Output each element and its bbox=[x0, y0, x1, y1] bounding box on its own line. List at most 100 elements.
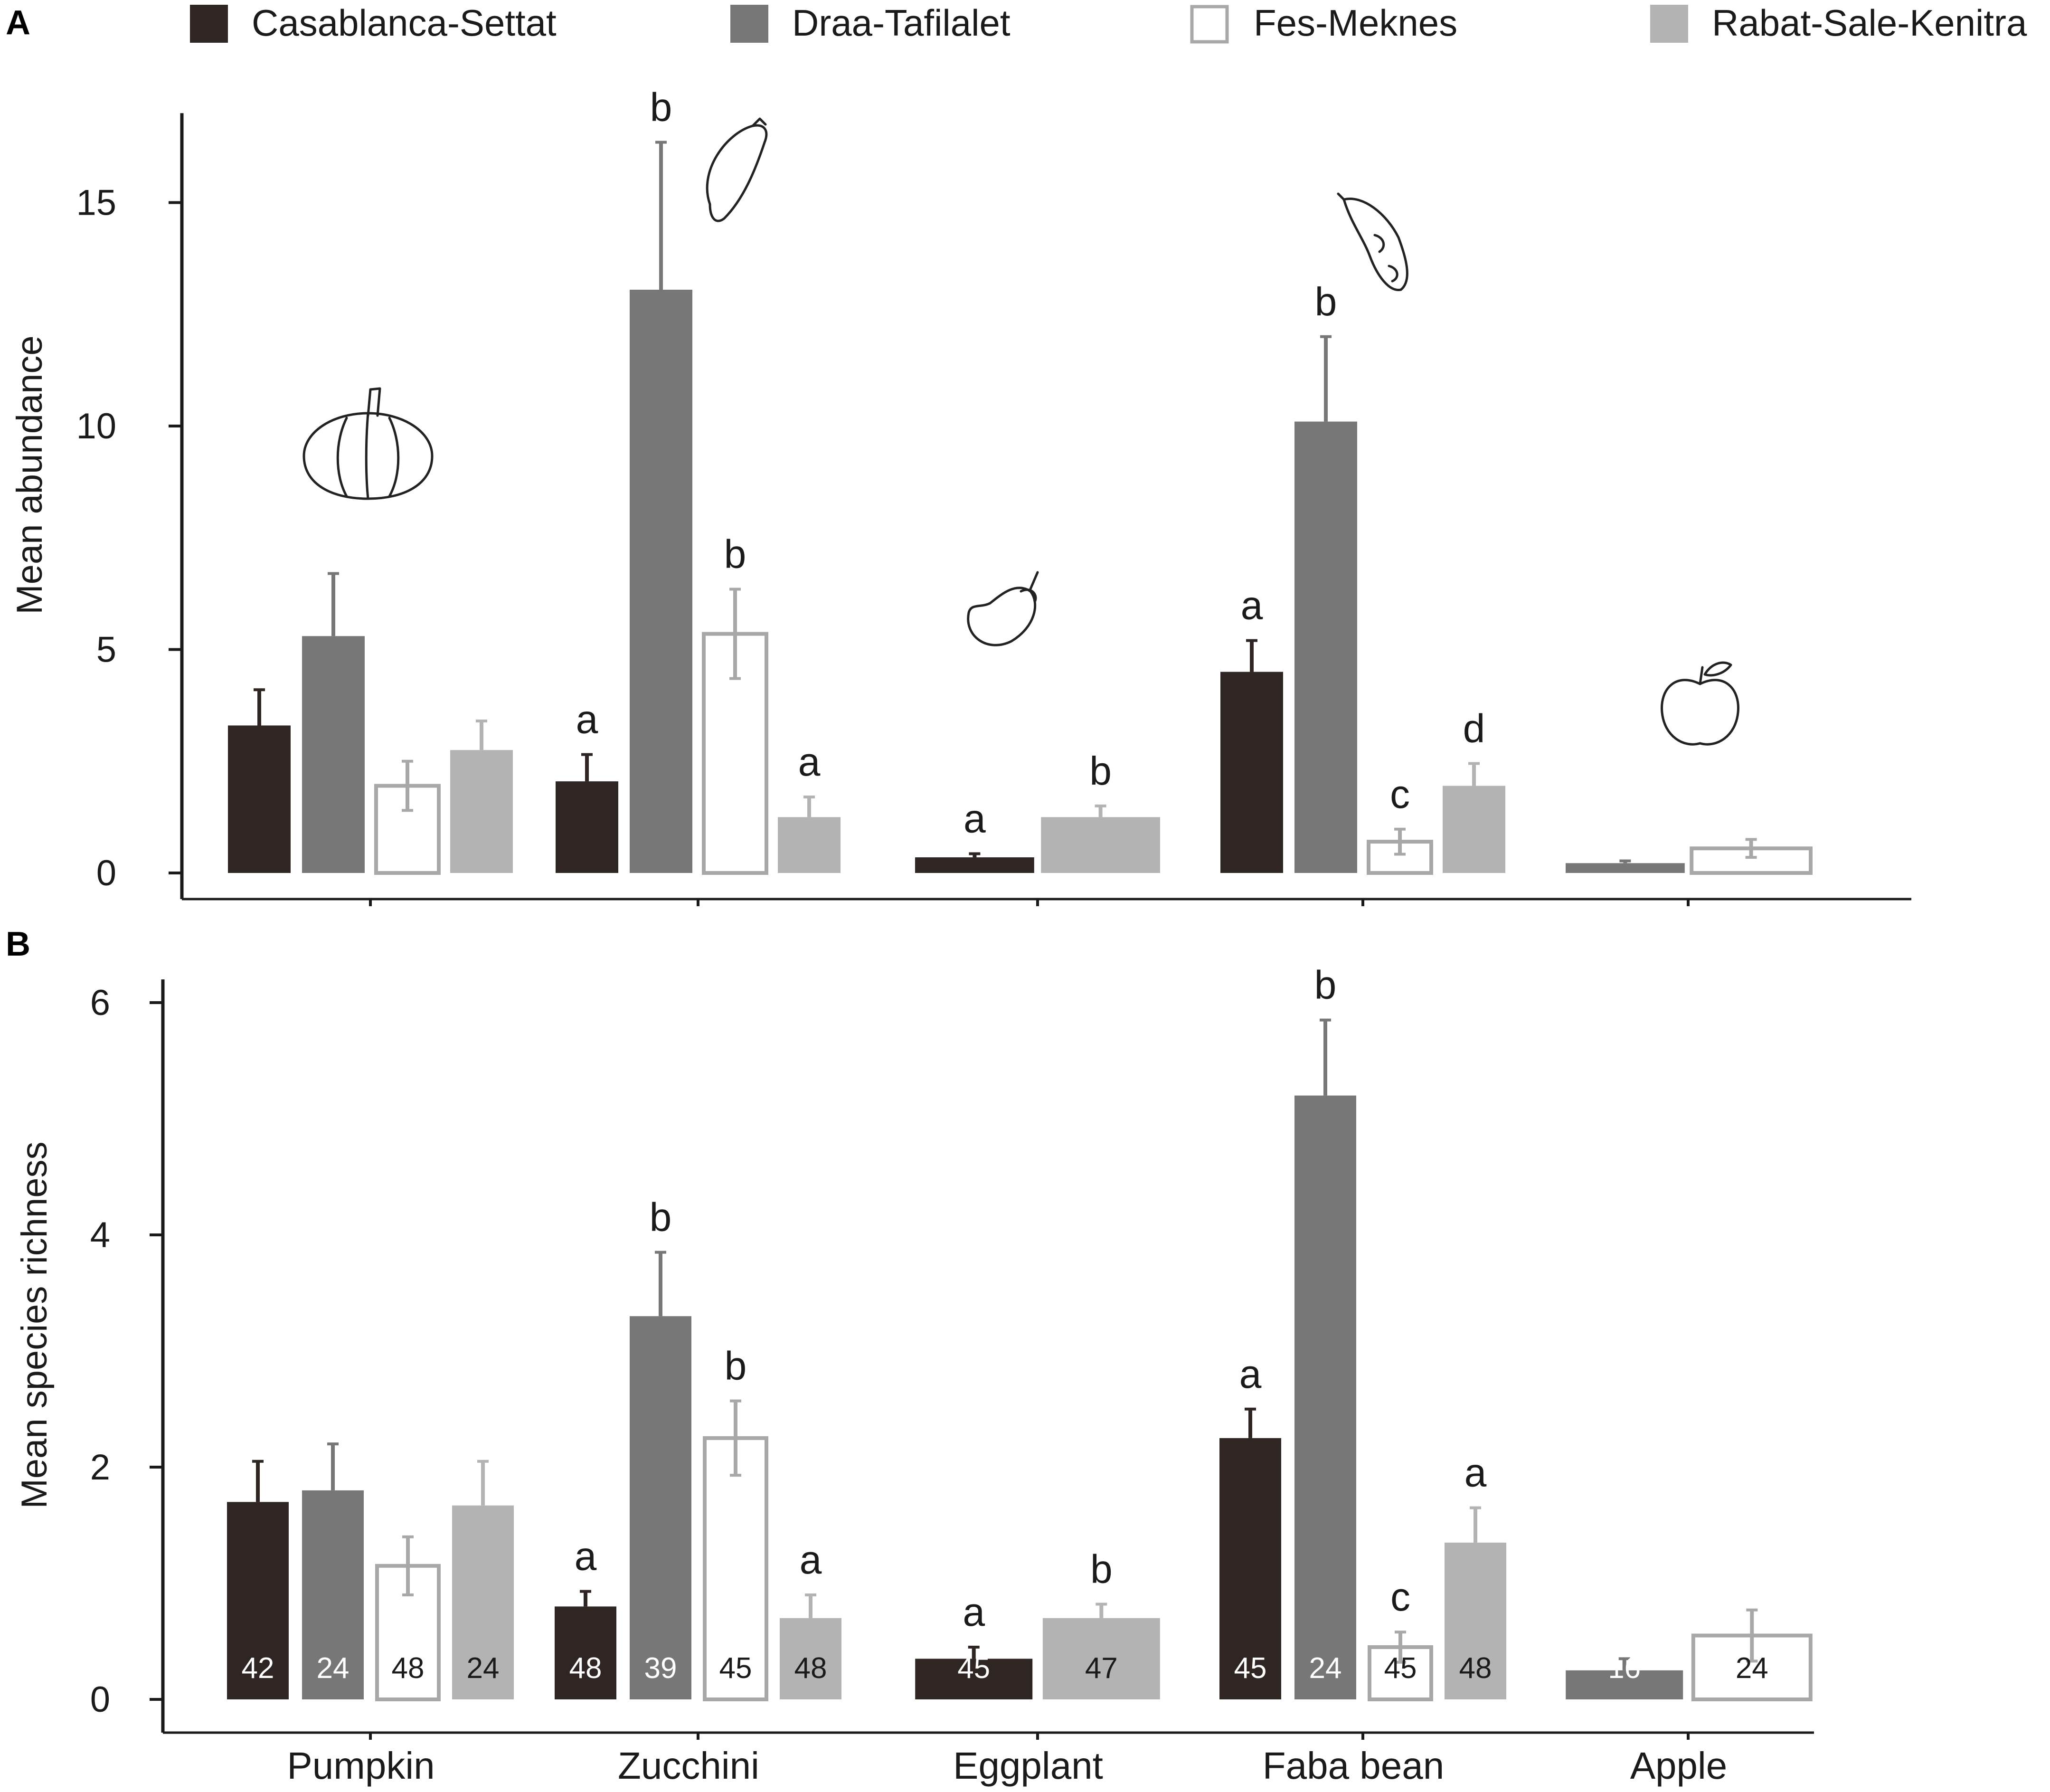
sample-size-label: 48 bbox=[1459, 1652, 1492, 1685]
significance-letter-b: a bbox=[1239, 1352, 1262, 1396]
sample-size-label: 45 bbox=[957, 1652, 990, 1685]
panel-b-y-tick-label: 4 bbox=[90, 1215, 110, 1255]
pumpkin-icon bbox=[302, 387, 434, 500]
eggplant-icon-stroke bbox=[967, 587, 1037, 646]
bar-b-eggplant-casablanca bbox=[915, 1659, 1033, 1699]
zucchini-icon-stroke bbox=[706, 124, 768, 222]
panel-a: A Mean abundance 0 5 10 15 a b b a a b a b c d bbox=[6, 4, 1911, 906]
sample-size-label: 47 bbox=[1085, 1652, 1118, 1685]
significance-letter-a: a bbox=[798, 740, 821, 784]
sample-size-label: 48 bbox=[569, 1652, 602, 1685]
legend-label-rabat: Rabat-Sale-Kenitra bbox=[1712, 2, 2027, 44]
category-label-apple: Apple bbox=[1630, 1745, 1728, 1787]
sample-size-label: 42 bbox=[242, 1652, 274, 1685]
significance-letter-b: b bbox=[1090, 1547, 1113, 1592]
significance-letter-a: a bbox=[964, 796, 986, 841]
faba-bean-icon bbox=[1337, 192, 1408, 291]
significance-letter-b: a bbox=[1464, 1451, 1487, 1495]
sample-size-label: 16 bbox=[1608, 1652, 1641, 1685]
panel-a-icons bbox=[302, 117, 1739, 746]
sample-size-label: 24 bbox=[467, 1652, 500, 1685]
bar-a-zucchini-rabat bbox=[778, 817, 841, 873]
significance-letter-a: b bbox=[724, 531, 746, 576]
panel-a-bars: a b b a a b a b c d bbox=[228, 85, 1813, 875]
pumpkin-icon-stroke bbox=[367, 387, 381, 417]
significance-letter-b: b bbox=[725, 1344, 747, 1388]
bar-b-zucchini-draa bbox=[630, 1316, 691, 1699]
category-label-pumpkin: Pumpkin bbox=[287, 1745, 435, 1787]
significance-letter-a: a bbox=[1241, 583, 1263, 628]
bar-b-faba-bean-draa bbox=[1294, 1095, 1356, 1699]
bar-b-pumpkin-casablanca bbox=[227, 1502, 289, 1699]
significance-letter-a: b bbox=[650, 85, 672, 129]
bar-a-zucchini-fes bbox=[702, 632, 768, 875]
pumpkin-icon-stroke bbox=[336, 417, 348, 498]
bar-a-apple-draa bbox=[1566, 863, 1685, 873]
bar-b-faba-bean-rabat bbox=[1445, 1542, 1506, 1699]
panel-a-y-tick-label: 0 bbox=[96, 853, 116, 893]
category-label-faba-bean: Faba bean bbox=[1263, 1745, 1445, 1787]
eggplant-icon-stroke bbox=[1029, 571, 1039, 590]
panel-b-y-tick-label: 0 bbox=[90, 1679, 110, 1720]
zucchini-icon-stroke bbox=[751, 117, 767, 127]
significance-letter-b: b bbox=[1314, 963, 1337, 1007]
legend-label-fes: Fes-Meknes bbox=[1254, 2, 1457, 44]
bar-a-eggplant-casablanca bbox=[915, 857, 1034, 873]
sample-size-label: 48 bbox=[392, 1652, 425, 1685]
faba-bean-icon-stroke bbox=[1373, 234, 1385, 253]
bar-b-pumpkin-draa bbox=[302, 1490, 364, 1699]
pumpkin-icon-stroke bbox=[365, 412, 369, 500]
significance-letter-a: a bbox=[576, 697, 598, 742]
bar-b-zucchini-fes bbox=[703, 1436, 768, 1701]
category-label-eggplant: Eggplant bbox=[953, 1745, 1103, 1787]
faba-bean-icon-stroke bbox=[1388, 265, 1398, 283]
eggplant-icon bbox=[967, 571, 1039, 646]
bar-a-faba-bean-rabat bbox=[1443, 786, 1505, 873]
sample-size-label: 24 bbox=[1736, 1652, 1768, 1685]
significance-letter-a: d bbox=[1463, 706, 1485, 750]
bar-b-eggplant-rabat bbox=[1042, 1618, 1160, 1699]
bar-b-faba-bean-casablanca bbox=[1219, 1438, 1281, 1699]
significance-letter-a: b bbox=[1089, 749, 1112, 793]
significance-letter-b: a bbox=[963, 1590, 985, 1634]
bar-b-zucchini-rabat bbox=[780, 1618, 841, 1699]
panel-b-bars: 42 24 48 24 a 48 b 39 b 45 a 48 a 45 b 47 a 45 b 24 c 45 a 48 16… bbox=[227, 963, 1813, 1702]
panel-a-letter: A bbox=[6, 4, 30, 42]
pumpkin-icon-stroke bbox=[388, 417, 400, 498]
significance-letter-a: b bbox=[1315, 279, 1337, 324]
sample-size-label: 45 bbox=[1234, 1652, 1267, 1685]
sample-size-label: 45 bbox=[1384, 1652, 1417, 1685]
faba-bean-icon-stroke bbox=[1337, 192, 1345, 201]
significance-letter-a: c bbox=[1390, 772, 1410, 816]
panel-b-ylabel: Mean species richness bbox=[14, 1141, 55, 1508]
significance-letter-b: c bbox=[1390, 1574, 1410, 1619]
sample-size-label: 48 bbox=[794, 1652, 827, 1685]
bar-a-eggplant-rabat bbox=[1041, 817, 1160, 873]
legend-label-casablanca: Casablanca-Settat bbox=[252, 2, 557, 44]
bar-a-faba-bean-casablanca bbox=[1220, 672, 1283, 873]
panel-b-xlabels: Pumpkin Zucchini Eggplant Faba bean Apple bbox=[287, 1745, 1727, 1787]
panel-b-letter: B bbox=[6, 925, 30, 963]
bar-a-zucchini-casablanca bbox=[556, 781, 618, 873]
apple-icon-stroke bbox=[1703, 661, 1732, 677]
significance-letter-b: a bbox=[575, 1534, 597, 1579]
legend-swatch-draa bbox=[730, 5, 768, 43]
category-label-zucchini: Zucchini bbox=[618, 1745, 759, 1787]
sample-size-label: 24 bbox=[317, 1652, 350, 1685]
legend-label-draa: Draa-Tafilalet bbox=[792, 2, 1011, 44]
bar-a-zucchini-draa bbox=[630, 289, 692, 873]
panel-a-y-tick-label: 15 bbox=[76, 183, 116, 223]
apple-icon-stroke bbox=[1661, 679, 1739, 746]
bar-a-pumpkin-casablanca bbox=[228, 725, 291, 873]
significance-letter-b: b bbox=[650, 1195, 672, 1240]
bar-a-pumpkin-rabat bbox=[450, 750, 513, 873]
legend-swatch-casablanca bbox=[190, 5, 228, 43]
bar-a-faba-bean-draa bbox=[1294, 421, 1357, 873]
panel-a-y-tick-label: 5 bbox=[96, 630, 116, 670]
panel-a-axes: 0 5 10 15 bbox=[76, 113, 1911, 906]
eggplant-icon-stroke bbox=[1020, 588, 1037, 602]
legend-swatch-rabat bbox=[1650, 5, 1688, 43]
